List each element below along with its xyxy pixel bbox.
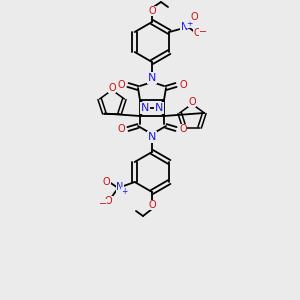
Text: N: N — [116, 182, 123, 193]
Text: O: O — [179, 124, 187, 134]
Text: O: O — [117, 124, 125, 134]
Text: N: N — [181, 22, 188, 32]
Text: N: N — [148, 132, 156, 142]
Text: O: O — [148, 6, 156, 16]
Text: −: − — [99, 199, 107, 209]
Text: −: − — [199, 27, 207, 37]
Text: O: O — [179, 80, 187, 90]
Text: O: O — [103, 177, 110, 187]
Text: O: O — [188, 97, 196, 107]
Text: N: N — [141, 103, 149, 113]
Text: N: N — [155, 103, 163, 113]
Text: +: + — [186, 19, 193, 28]
Text: O: O — [117, 80, 125, 90]
Text: O: O — [148, 200, 156, 210]
Text: O: O — [105, 196, 112, 206]
Text: +: + — [122, 188, 128, 196]
Text: O: O — [190, 12, 198, 22]
Text: O: O — [194, 28, 201, 38]
Text: N: N — [148, 73, 156, 83]
Text: O: O — [108, 83, 116, 93]
